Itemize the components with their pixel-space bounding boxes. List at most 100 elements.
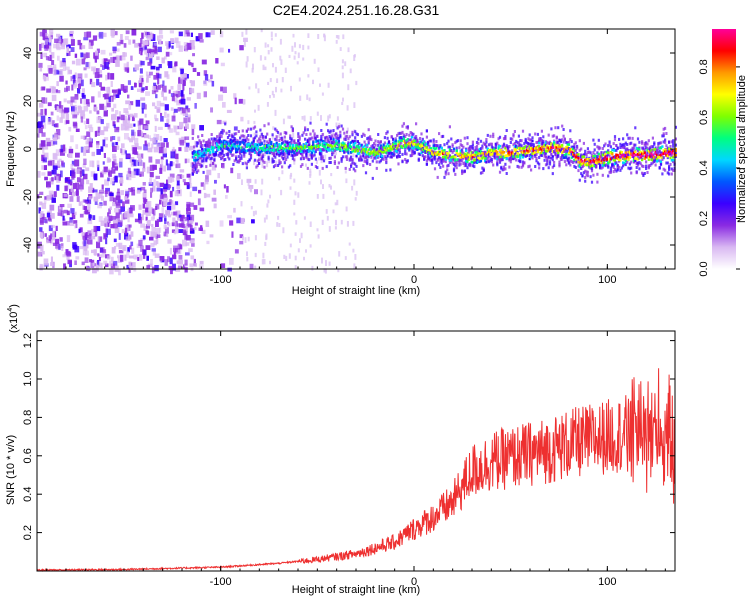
spectrogram-cell (425, 159, 428, 163)
spectrogram-cell (203, 143, 206, 147)
spectrogram-cell (143, 144, 148, 151)
spectrogram-cell (228, 133, 231, 137)
spectrogram-cell (336, 165, 339, 169)
spectrogram-cell (558, 139, 561, 142)
spectrogram-cell (432, 146, 435, 150)
spectrogram-cell (452, 167, 456, 171)
spectrogram-cell (318, 156, 320, 161)
spectrogram-cell (148, 207, 153, 214)
spectrogram-cell (413, 151, 416, 154)
spectrogram-cell (493, 154, 496, 158)
spectrogram-cell (312, 143, 315, 147)
spectrogram-cell (543, 149, 546, 153)
spectrogram-cell (46, 212, 51, 218)
spectrogram-cell (308, 158, 311, 162)
spectrogram-cell (605, 163, 608, 167)
spectrogram-cell (410, 150, 414, 154)
spectrogram-cell (321, 133, 324, 136)
spectrogram-cell (398, 136, 401, 140)
spectrogram-cell (129, 101, 134, 106)
spectrogram-cell (171, 115, 176, 122)
spectrogram-cell (198, 33, 203, 40)
spectrogram-cell (540, 129, 543, 133)
spectrogram-cell (530, 155, 533, 159)
spectrogram-cell (83, 158, 87, 165)
spectrogram-cell (345, 178, 348, 184)
spectrogram-cell (425, 129, 428, 133)
spectrogram-cell (91, 96, 95, 103)
spectrogram-cell (297, 151, 300, 155)
spectrogram-cell (225, 145, 228, 149)
spectrogram-cell (97, 126, 101, 133)
spectrogram-cell (222, 102, 226, 108)
spectrogram-cell (51, 224, 55, 228)
spectrogram-cell (624, 163, 627, 167)
spectrogram-cell (134, 64, 139, 71)
spectrogram-cell (509, 155, 512, 159)
spectrogram-cell (421, 137, 424, 141)
spectrogram-cell (272, 144, 276, 148)
spectrogram-cell (393, 153, 396, 157)
spectrogram-cell (259, 128, 262, 132)
spectrogram-cell (233, 138, 236, 142)
spectrogram-cell (458, 152, 461, 156)
spectrogram-cell (275, 160, 278, 167)
spectrogram-cell (416, 138, 419, 142)
spectrogram-cell (295, 152, 299, 156)
spectrogram-cell (599, 166, 602, 170)
spectrogram-cell (113, 103, 117, 109)
spectrogram-cell (427, 151, 430, 155)
spectrogram-cell (284, 67, 287, 73)
spectrogram-cell (528, 154, 531, 157)
spectrogram-cell (325, 149, 328, 153)
spectrogram-cell (559, 149, 562, 153)
spectrogram-cell (226, 109, 232, 113)
spectrogram-cell (523, 149, 526, 153)
spectrogram-cell (255, 83, 258, 89)
spectrogram-cell (97, 91, 101, 98)
spectrogram-cell (145, 245, 151, 250)
spectrogram-cell (93, 52, 97, 59)
spectrogram-cell (459, 156, 462, 159)
spectrogram-cell (450, 148, 453, 152)
spectrogram-cell (335, 139, 338, 142)
spectrogram-cell (89, 78, 93, 85)
spectrogram-cell (103, 126, 109, 132)
spectrogram-cell (297, 139, 300, 143)
spectrogram-cell (310, 151, 313, 154)
spectrogram-cell (155, 238, 159, 245)
spectrogram-cell (72, 114, 78, 119)
spectrogram-cell (283, 135, 286, 139)
spectrogram-cell (241, 146, 244, 150)
spectrogram-cell (270, 47, 273, 52)
spectrogram-cell (623, 155, 626, 159)
spectrogram-cell (276, 78, 279, 83)
spectrogram-cell (241, 179, 243, 185)
spectrogram-cell (109, 52, 113, 56)
spectrogram-cell (392, 154, 395, 158)
spectrogram-cell (309, 171, 312, 176)
spectrogram-cell (59, 101, 62, 108)
spectrogram-cell (195, 170, 198, 174)
spectrogram-cell (255, 150, 258, 154)
spectrogram-cell (56, 36, 62, 43)
spectrogram-cell (492, 163, 495, 167)
spectrogram-cell (192, 186, 198, 192)
spectrogram-cell (41, 172, 46, 176)
spectrogram-cell (298, 135, 301, 139)
spectrogram-cell (485, 155, 488, 158)
spectrogram-cell (627, 136, 630, 140)
spectrogram-cell (404, 149, 407, 153)
spectrogram-cell (241, 31, 244, 37)
spectrogram-cell (156, 181, 159, 186)
spectrogram-cell (50, 111, 54, 116)
spectrogram-cell (632, 151, 636, 155)
spectrogram-cell (272, 94, 275, 98)
spectrogram-cell (164, 123, 169, 127)
spectrogram-cell (238, 98, 243, 104)
spectrogram-cell (40, 52, 43, 59)
spectrogram-cell (84, 146, 89, 150)
spectrogram-cell (98, 31, 104, 39)
